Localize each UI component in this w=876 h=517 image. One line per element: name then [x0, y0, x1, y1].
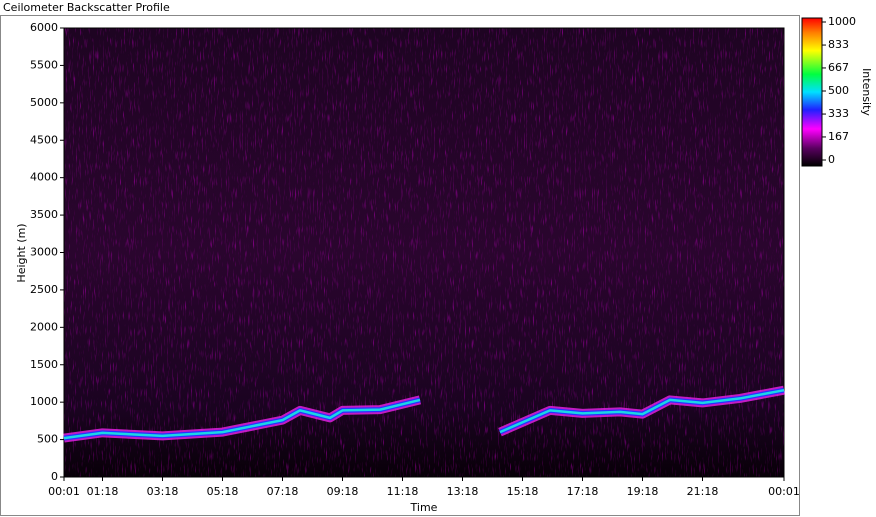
colorbar-tick-label: 333	[828, 107, 849, 120]
y-tick-label: 500	[37, 433, 58, 446]
colorbar-label: Intensity	[860, 68, 873, 116]
x-tick-label: 03:18	[147, 485, 179, 498]
x-tick-label: 00:01	[48, 485, 80, 498]
y-tick-label: 2500	[30, 283, 58, 296]
x-axis-label: Time	[410, 501, 438, 514]
y-tick-label: 4500	[30, 133, 58, 146]
y-tick-label: 5500	[30, 58, 58, 71]
colorbar	[801, 17, 823, 167]
x-tick-label: 21:18	[687, 485, 719, 498]
noise-texture	[64, 28, 784, 477]
colorbar-tick-label: 667	[828, 61, 849, 74]
x-tick-label: 15:18	[507, 485, 539, 498]
x-tick-label: 09:18	[327, 485, 359, 498]
x-tick-label: 01:18	[87, 485, 119, 498]
colorbar-tick-label: 0	[828, 153, 835, 166]
y-tick-label: 3500	[30, 208, 58, 221]
colorbar-tick-label: 833	[828, 38, 849, 51]
x-tick-label: 13:18	[447, 485, 479, 498]
y-tick-label: 6000	[30, 21, 58, 34]
colorbar-tick-label: 167	[828, 130, 849, 143]
y-axis-label: Height (m)	[15, 223, 28, 282]
x-tick-label: 11:18	[387, 485, 419, 498]
y-tick-label: 1500	[30, 358, 58, 371]
window-title: Ceilometer Backscatter Profile	[3, 1, 170, 14]
y-tick-label: 3000	[30, 246, 58, 259]
y-tick-label: 4000	[30, 171, 58, 184]
y-tick-label: 2000	[30, 320, 58, 333]
y-tick-label: 5000	[30, 96, 58, 109]
layer-core	[63, 388, 785, 440]
x-tick-label: 05:18	[207, 485, 239, 498]
y-tick-label: 0	[51, 470, 58, 483]
x-tick-label: 00:01	[768, 485, 800, 498]
x-tick-label: 07:18	[267, 485, 299, 498]
colorbar-tick-label: 500	[828, 84, 849, 97]
colorbar-tick-label: 1000	[828, 15, 856, 28]
x-tick-label: 17:18	[567, 485, 599, 498]
x-tick-label: 19:18	[627, 485, 659, 498]
y-tick-label: 1000	[30, 395, 58, 408]
